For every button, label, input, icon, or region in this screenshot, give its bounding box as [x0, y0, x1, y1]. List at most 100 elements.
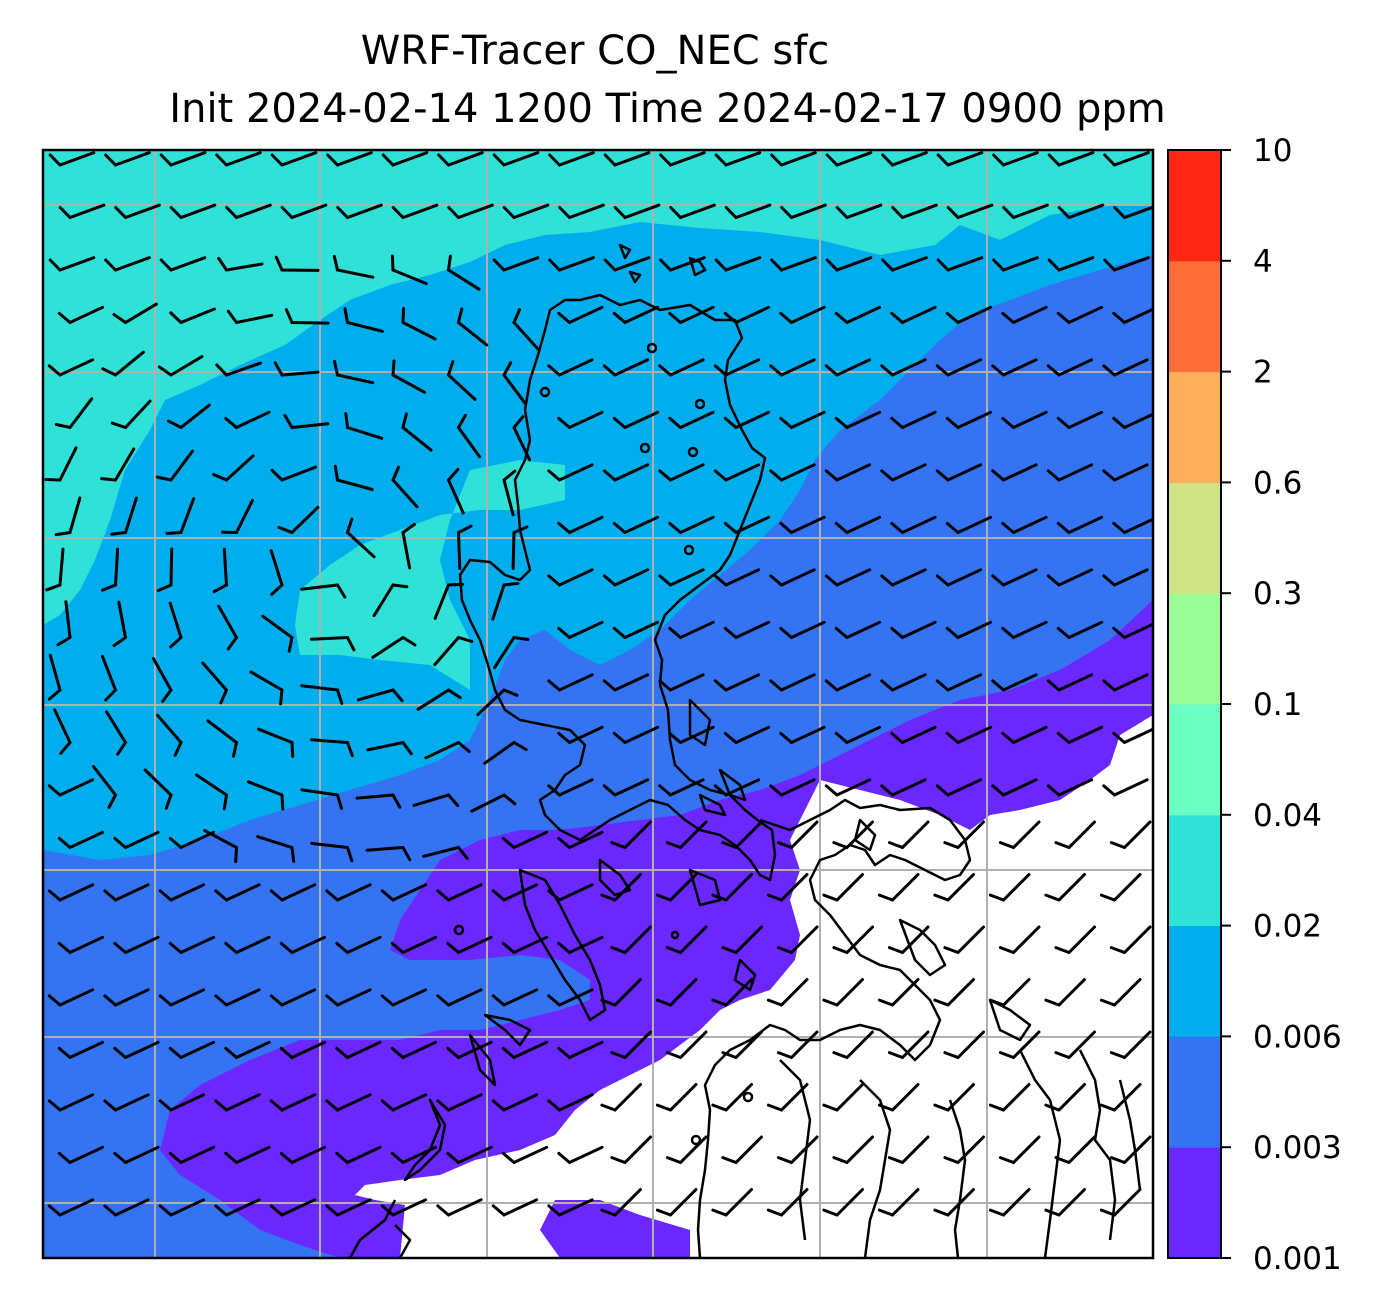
wind-barb [401, 522, 416, 570]
wind-barb [769, 673, 816, 692]
colorbar-swatch [1168, 814, 1221, 927]
wind-barb [273, 361, 320, 377]
wind-barb [547, 1198, 594, 1217]
wind-barb [825, 151, 873, 167]
wind-barb [158, 883, 206, 902]
wind-barb [779, 515, 826, 535]
wind-barb [47, 1093, 95, 1112]
wind-barb [721, 820, 763, 850]
wind-barb [933, 978, 975, 1007]
wind-barb [1054, 925, 1096, 955]
wind-barb [158, 988, 206, 1007]
wind-barb [721, 1135, 763, 1165]
wind-barb [284, 308, 330, 325]
wind-barb [446, 254, 481, 291]
wind-barb [214, 988, 261, 1007]
wind-barb [168, 935, 216, 955]
wind-barb [380, 883, 428, 902]
wind-barb [1044, 978, 1086, 1007]
wind-barb [335, 1040, 382, 1060]
wind-barb [446, 1040, 493, 1060]
wind-barb [1047, 151, 1095, 167]
wind-barb [832, 1030, 874, 1060]
wind-barb [558, 203, 605, 220]
wind-barb [224, 1145, 271, 1165]
wind-barb [1109, 1030, 1152, 1060]
wind-barb [669, 203, 716, 220]
wind-barb [711, 873, 753, 902]
wind-barb [1102, 673, 1149, 692]
wind-barb [602, 778, 650, 797]
wind-barb [1044, 1188, 1086, 1217]
wind-barb [659, 151, 706, 167]
wind-barb [104, 256, 151, 272]
wind-barb [936, 256, 984, 272]
wind-barb [492, 151, 540, 167]
wind-barb [1001, 410, 1048, 430]
wind-barb [822, 1188, 864, 1217]
colorbar-swatch [1168, 1147, 1221, 1259]
wind-barb [1112, 517, 1153, 535]
wind-barb [201, 661, 229, 705]
wind-barb [412, 793, 460, 807]
wind-barb [446, 468, 465, 515]
wind-barb [491, 988, 539, 1007]
wind-barb [1054, 820, 1096, 850]
wind-barb [256, 835, 296, 863]
wind-barb [47, 988, 95, 1007]
wind-barb [723, 305, 771, 325]
wind-barb [381, 151, 429, 167]
wind-barb [1103, 151, 1150, 167]
wind-barb [655, 1083, 698, 1112]
wind-barb [47, 358, 95, 377]
wind-barb [1046, 358, 1094, 377]
colorbar-label: 0.04 [1253, 798, 1322, 834]
wind-barb [834, 725, 882, 745]
wind-barb [547, 1093, 594, 1112]
wind-barb [881, 256, 928, 272]
wind-barb [991, 568, 1038, 587]
wind-barb [945, 620, 993, 640]
wind-barb [217, 256, 264, 272]
wind-barb [1001, 305, 1048, 325]
wind-barb [832, 925, 874, 955]
wind-barb [557, 725, 604, 745]
wind-barb [113, 1145, 160, 1165]
wind-barb [557, 1040, 604, 1060]
wind-barb [110, 496, 138, 536]
wind-barb [824, 673, 872, 692]
wind-barb [992, 256, 1039, 272]
wind-barb [880, 358, 927, 377]
wind-barb [557, 935, 604, 955]
wind-barb [824, 778, 872, 797]
wind-barb [57, 830, 105, 850]
wind-barb [933, 1083, 975, 1112]
wind-barb [887, 1030, 930, 1060]
wind-barb [822, 873, 864, 902]
wind-barb [345, 517, 376, 559]
wind-barb [274, 255, 320, 272]
wind-barb [711, 1188, 753, 1217]
wind-barb [335, 935, 382, 955]
wind-barb [1046, 778, 1094, 797]
wind-barb [159, 256, 207, 272]
wind-barb [935, 568, 983, 587]
wind-barb [355, 793, 402, 809]
wind-barb [224, 935, 271, 955]
colorbar-label: 4 [1253, 244, 1273, 280]
wind-barb [880, 673, 927, 692]
wind-barb [1056, 725, 1104, 745]
wind-barb [261, 614, 294, 653]
wind-barb [890, 515, 937, 535]
wind-barb [945, 305, 993, 325]
wind-barb [877, 873, 920, 902]
wind-barb [891, 203, 938, 220]
wind-barb [1109, 820, 1152, 850]
chart-title-line-2: Init 2024-02-14 1200 Time 2024-02-17 090… [169, 86, 1166, 132]
wind-barb [711, 978, 753, 1007]
wind-barb [658, 778, 705, 797]
wind-barb [44, 446, 78, 482]
wind-barb [212, 454, 255, 482]
wind-barb [723, 515, 771, 535]
wind-barb [988, 873, 1031, 902]
